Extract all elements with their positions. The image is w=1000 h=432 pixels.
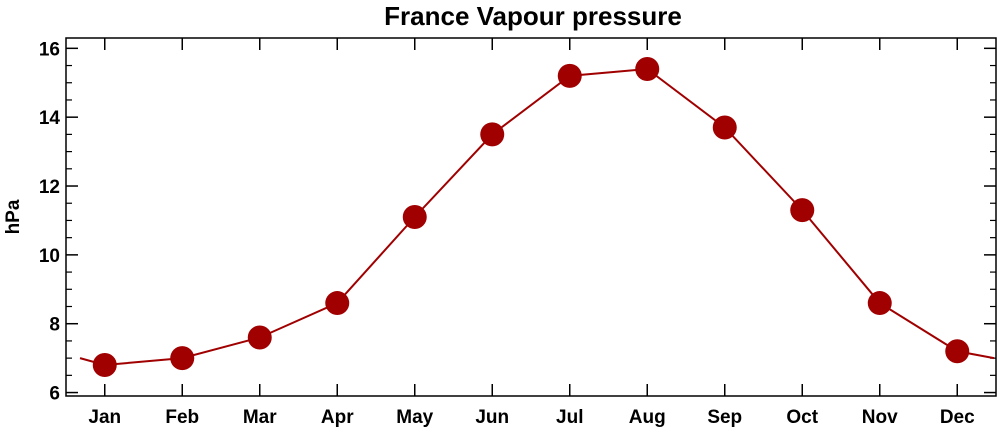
y-tick-label: 12 — [39, 177, 60, 198]
x-tick-label: Feb — [165, 407, 199, 428]
plot-frame — [65, 37, 997, 397]
x-tick-label: May — [396, 407, 433, 428]
y-tick-label: 14 — [39, 108, 61, 129]
data-point-jun — [480, 122, 505, 147]
y-tick-label: 16 — [39, 39, 60, 60]
data-point-oct — [790, 198, 815, 223]
series-line-path — [79, 67, 995, 367]
y-axis-label: hPa — [3, 199, 24, 234]
x-tick-label: Nov — [862, 407, 898, 428]
data-point-mar — [247, 325, 272, 350]
data-point-sep — [712, 115, 737, 140]
x-tick-label: Jan — [88, 407, 121, 428]
data-point-dec — [945, 339, 970, 364]
x-tick-label: Dec — [940, 407, 975, 428]
chart-title: France Vapour pressure — [384, 1, 682, 31]
x-tick-label: Jun — [475, 407, 509, 428]
data-point-jan — [92, 353, 117, 378]
x-tick-label: Apr — [321, 407, 354, 428]
y-tick-label: 8 — [49, 315, 60, 336]
data-point-feb — [170, 346, 195, 371]
data-point-apr — [325, 291, 350, 316]
data-point-nov — [867, 291, 892, 316]
x-tick-label: Oct — [786, 407, 818, 428]
x-tick-label: Sep — [707, 407, 742, 428]
series-line — [79, 67, 995, 367]
x-tick-label: Jul — [556, 407, 583, 428]
data-point-aug — [635, 56, 660, 81]
x-axis: Jan Feb Mar Apr May Jun Jul Aug Sep Oct Nov Dec — [88, 38, 975, 428]
data-point-jul — [557, 63, 582, 88]
y-tick-label: 10 — [39, 246, 60, 267]
y-tick-label: 6 — [49, 384, 60, 405]
data-point-may — [402, 205, 427, 229]
series-markers — [92, 56, 970, 378]
y-axis: 6 8 10 12 14 16 — [39, 39, 996, 405]
x-tick-label: Mar — [243, 407, 277, 428]
x-tick-label: Aug — [629, 407, 666, 428]
